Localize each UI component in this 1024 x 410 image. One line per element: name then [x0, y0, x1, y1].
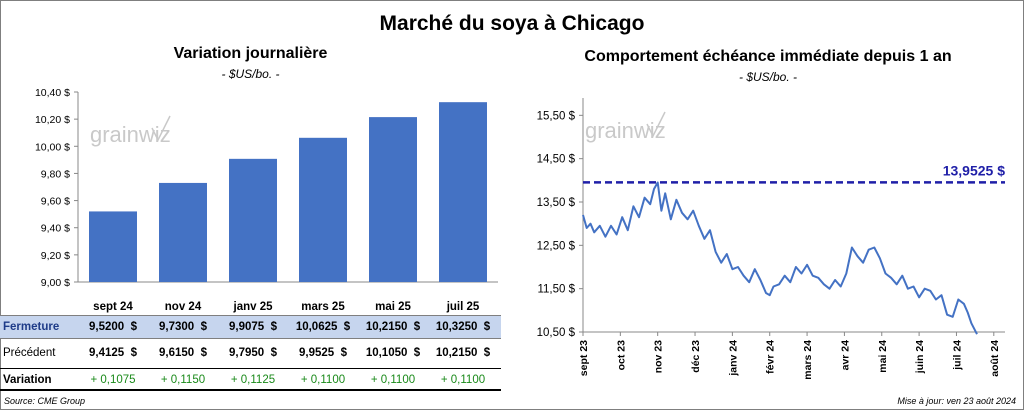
x-tick-label: sept 23 — [578, 340, 590, 376]
table-cell: 9,9525 $ — [299, 347, 347, 359]
y-tick-label: 10,20 $ — [35, 114, 70, 126]
y-tick-label: 9,00 $ — [41, 277, 70, 289]
table-row: Précédent 9,4125 $ 9,6150 $ 9,7950 $ 9,9525 … — [0, 342, 501, 364]
table-cell: 9,6150 $ — [159, 347, 207, 359]
y-tick-label: 10,00 $ — [35, 141, 70, 153]
x-tick-label: mai 24 — [877, 340, 889, 373]
y-tick-label: 9,40 $ — [41, 223, 70, 235]
x-category-label: mai 25 — [375, 301, 411, 313]
grainwiz-watermark: grainwiz — [585, 111, 666, 143]
y-tick-label: 14,50 $ — [537, 154, 576, 166]
row-label: Fermeture — [3, 321, 60, 333]
bar — [89, 211, 137, 282]
line-chart-title: Comportement échéance immédiate depuis 1… — [584, 48, 952, 65]
reference-label: 13,9525 $ — [943, 162, 1005, 178]
line-chart: 10,50 $ 11,50 $ 12,50 $ 13,50 $ 14,50 $ 15,50… — [537, 98, 1005, 380]
table-cell: + 0,1150 — [160, 374, 206, 386]
bar — [369, 117, 417, 282]
x-tick-label: janv 24 — [727, 340, 739, 377]
table-cell: + 0,1100 — [370, 374, 416, 386]
bar — [229, 158, 277, 282]
source-note: Source: CME Group — [4, 396, 86, 406]
bar-chart-unit: - $US/bo. - — [221, 67, 280, 81]
y-tick-label: 9,80 $ — [41, 168, 70, 180]
x-tick-label: nov 23 — [653, 340, 665, 373]
x-tick-label: oct 23 — [615, 340, 627, 371]
x-tick-label: juin 24 — [914, 340, 926, 374]
bar — [159, 182, 207, 282]
bar — [439, 102, 487, 282]
x-category-label: juil 25 — [446, 301, 480, 313]
table-cell: + 0,1125 — [230, 374, 276, 386]
table-cell: 9,4125 $ — [89, 347, 137, 359]
x-tick-label: juil 24 — [951, 340, 963, 371]
x-tick-label: août 24 — [989, 340, 1001, 377]
y-tick-label: 10,50 $ — [537, 327, 576, 339]
x-tick-label: avr 24 — [839, 340, 851, 371]
table-cell: 10,0625 $ — [295, 321, 351, 333]
y-tick-label: 12,50 $ — [537, 240, 576, 252]
table-cell: 10,2150 $ — [435, 347, 491, 359]
main-title: Marché du soya à Chicago — [379, 12, 645, 35]
table-cell: 9,7300 $ — [159, 321, 207, 333]
x-tick-label: mars 24 — [802, 340, 814, 380]
price-series-line — [582, 181, 978, 335]
table-cell: 9,5200 $ — [89, 321, 137, 333]
x-category-label: janv 25 — [233, 301, 274, 313]
bar-chart-title: Variation journalière — [173, 45, 328, 62]
table-cell: + 0,1100 — [300, 374, 346, 386]
table-cell: 9,7950 $ — [229, 347, 277, 359]
bar-chart: 9,00 $ 9,20 $ 9,40 $ 9,60 $ 9,80 $ 10,00 $ 10,… — [35, 87, 498, 313]
table-row: Fermeture 9,5200 $ 9,7300 $ 9,9075 $ 10,0625… — [0, 315, 501, 339]
bar — [299, 137, 347, 282]
table-cell: 10,1050 $ — [365, 347, 421, 359]
row-label: Précédent — [3, 347, 56, 359]
x-category-label: mars 25 — [301, 301, 345, 313]
y-tick-label: 11,50 $ — [537, 284, 575, 296]
table-row: Variation + 0,1075 + 0,1150 + 0,1125 + 0,110… — [0, 368, 501, 391]
watermark-text: grainwiz — [90, 122, 171, 147]
y-tick-label: 13,50 $ — [537, 197, 576, 209]
table-cell: + 0,1075 — [90, 374, 136, 386]
table-cell: 10,3250 $ — [435, 321, 491, 333]
update-note: Mise à jour: ven 23 août 2024 — [897, 396, 1016, 406]
table-cell: 9,9075 $ — [229, 321, 277, 333]
table-cell: + 0,1100 — [440, 374, 486, 386]
y-tick-label: 9,20 $ — [41, 250, 70, 262]
watermark-check — [151, 115, 171, 142]
y-tick-label: 10,40 $ — [35, 87, 70, 99]
x-tick-label: févr 24 — [765, 340, 777, 374]
x-category-label: nov 24 — [165, 301, 202, 313]
watermark-text: grainwiz — [585, 118, 666, 143]
row-label: Variation — [3, 374, 52, 386]
watermark-check — [646, 111, 666, 138]
y-tick-label: 15,50 $ — [537, 110, 576, 122]
line-chart-unit: - $US/bo. - — [738, 70, 798, 84]
y-tick-label: 9,60 $ — [41, 196, 70, 208]
grainwiz-watermark: grainwiz — [90, 115, 171, 147]
x-tick-label: déc 23 — [690, 340, 702, 373]
x-category-label: sept 24 — [93, 301, 133, 313]
table-cell: 10,2150 $ — [365, 321, 421, 333]
